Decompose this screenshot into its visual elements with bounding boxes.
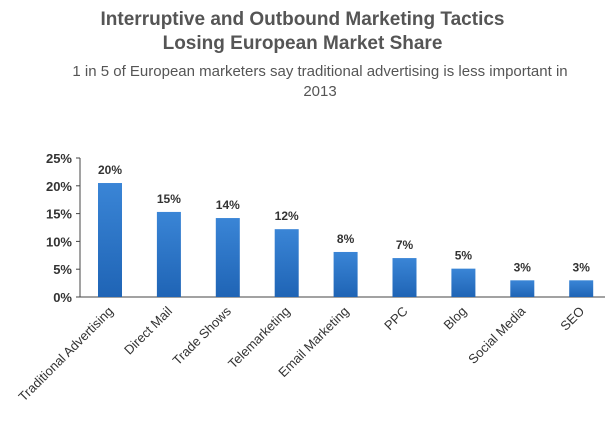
bar: [451, 268, 476, 297]
bar: [333, 251, 358, 297]
y-tick-label: 5%: [53, 262, 72, 277]
x-tick-label: PPC: [381, 304, 411, 334]
x-tick-label: Trade Shows: [169, 303, 234, 368]
data-label: 14%: [216, 198, 240, 212]
chart-title-line-1: Interruptive and Outbound Marketing Tact…: [100, 9, 505, 30]
y-tick-label: 20%: [46, 179, 72, 194]
x-tick-label: SEO: [557, 304, 587, 334]
data-label: 8%: [337, 232, 355, 246]
bar: [392, 258, 417, 297]
x-tick-label: Traditional Advertising: [15, 304, 116, 405]
bar: [569, 280, 594, 297]
data-label: 12%: [275, 209, 299, 223]
bar: [274, 229, 299, 297]
x-tick-label: Social Media: [465, 303, 529, 367]
y-tick-label: 25%: [46, 151, 72, 166]
chart-subtitle: 1 in 5 of European marketers say traditi…: [72, 63, 568, 100]
data-label: 15%: [157, 192, 181, 206]
data-label: 5%: [455, 249, 473, 263]
bar: [98, 183, 122, 297]
x-tick-label: Blog: [441, 304, 470, 333]
chart-title-line-2: Losing European Market Share: [162, 33, 443, 54]
data-label: 3%: [514, 260, 532, 274]
data-label: 3%: [573, 260, 591, 274]
y-tick-label: 15%: [46, 207, 72, 222]
y-tick-label: 0%: [53, 290, 72, 305]
bar: [156, 211, 181, 297]
bar: [510, 280, 535, 297]
chart-title: Interruptive and Outbound Marketing Tact…: [0, 8, 605, 56]
bar: [215, 218, 240, 297]
x-tick-label: Direct Mail: [121, 303, 175, 357]
data-label: 20%: [98, 163, 122, 177]
y-tick-label: 10%: [46, 234, 72, 249]
data-label: 7%: [396, 238, 414, 252]
